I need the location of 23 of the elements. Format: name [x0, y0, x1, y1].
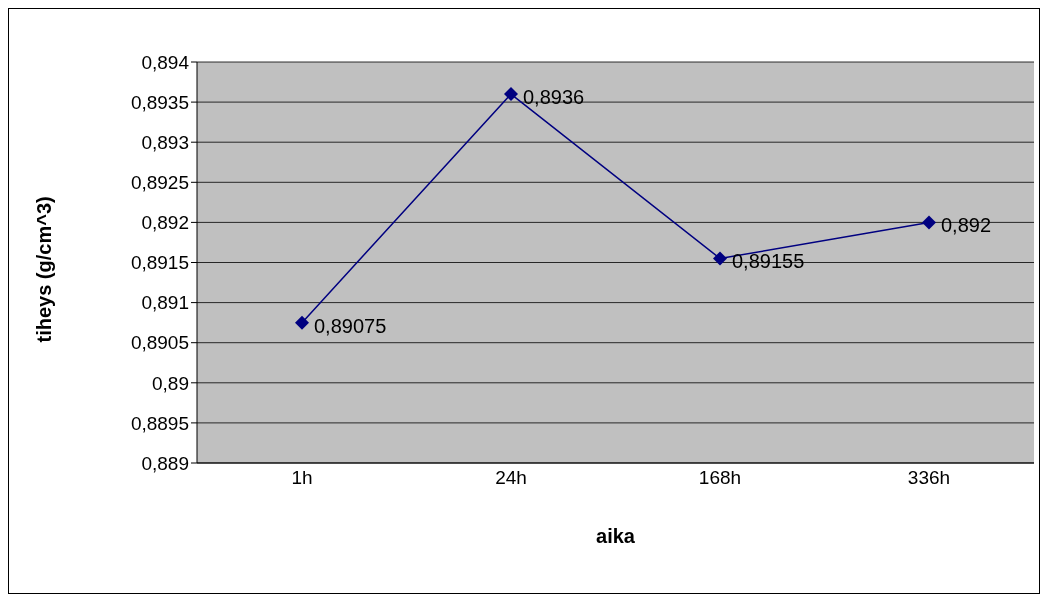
point	[504, 87, 518, 102]
y-tick-label: 0,8895	[130, 412, 189, 434]
y-tick-label: 0,892	[141, 212, 189, 234]
y-tick-label: 0,891	[141, 292, 189, 314]
y-tick-label: 0,8935	[130, 91, 189, 113]
point	[295, 315, 309, 330]
y-tick-label: 0,889	[141, 452, 189, 474]
x-tick-label: 24h	[495, 467, 527, 489]
x-axis-title: aika	[596, 525, 636, 547]
y-tick-label: 0,8925	[130, 172, 189, 194]
point	[713, 251, 727, 266]
y-axis-title: tiheys (g/cm^3)	[33, 196, 56, 343]
point	[922, 215, 936, 230]
y-tick-label: 0,8915	[130, 252, 189, 274]
y-tick-label: 0,89	[152, 372, 189, 394]
y-tick-label: 0,894	[141, 51, 190, 73]
y-tick-label: 0,893	[141, 131, 189, 153]
y-tick-label: 0,8905	[130, 332, 189, 354]
data-label: 0,89075	[314, 314, 387, 337]
x-tick-label: 1h	[291, 467, 313, 489]
data-label: 0,8936	[523, 86, 585, 109]
x-tick-label: 336h	[907, 467, 951, 489]
x-tick-label: 168h	[698, 467, 742, 489]
